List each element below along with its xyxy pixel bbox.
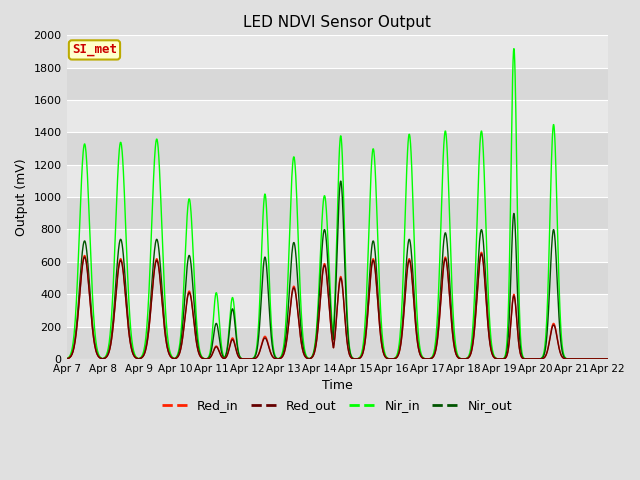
Nir_out — [525, 356, 532, 362]
Red_in — [604, 356, 612, 362]
Bar — [67, 132, 608, 165]
Line: Red_out: Red_out — [67, 254, 608, 359]
Red_in — [525, 356, 532, 362]
Red_in — [456, 356, 463, 361]
Red_in — [320, 263, 328, 268]
Red_out — [320, 264, 328, 270]
Title: LED NDVI Sensor Output: LED NDVI Sensor Output — [243, 15, 431, 30]
Bar — [67, 165, 608, 197]
Bar — [67, 294, 608, 326]
Bar — [67, 229, 608, 262]
Nir_in — [561, 353, 568, 359]
Red_in — [561, 356, 568, 361]
Y-axis label: Output (mV): Output (mV) — [15, 158, 28, 236]
Nir_out — [320, 229, 328, 235]
Red_in — [290, 283, 298, 289]
Red_out — [456, 356, 463, 361]
Bar — [67, 100, 608, 132]
Line: Nir_out: Nir_out — [67, 181, 608, 359]
Red_out — [63, 356, 70, 361]
Nir_out — [294, 287, 302, 292]
Nir_in — [510, 46, 518, 51]
Red_out — [477, 251, 485, 257]
Red_out — [294, 313, 302, 319]
Nir_in — [604, 356, 612, 362]
Nir_out — [63, 356, 70, 361]
Red_out — [525, 356, 532, 362]
Red_in — [477, 250, 485, 255]
Red_in — [588, 356, 595, 362]
Bar — [67, 68, 608, 100]
Nir_out — [456, 356, 463, 361]
Nir_in — [320, 196, 328, 202]
Nir_in — [588, 356, 595, 362]
Nir_out — [337, 178, 344, 184]
Red_out — [290, 285, 298, 291]
Nir_in — [63, 356, 70, 361]
Red_out — [604, 356, 612, 362]
Bar — [67, 197, 608, 229]
Bar — [67, 262, 608, 294]
Nir_in — [290, 154, 298, 160]
Red_out — [588, 356, 595, 362]
Nir_out — [561, 355, 568, 360]
Nir_in — [294, 235, 302, 241]
Bar — [67, 326, 608, 359]
Line: Red_in: Red_in — [67, 252, 608, 359]
Red_out — [561, 356, 568, 361]
Nir_out — [290, 240, 298, 245]
Nir_out — [604, 356, 612, 362]
Nir_in — [525, 356, 532, 362]
Text: SI_met: SI_met — [72, 43, 117, 57]
Nir_in — [456, 355, 463, 361]
Nir_out — [588, 356, 595, 362]
X-axis label: Time: Time — [322, 379, 353, 392]
Red_in — [294, 312, 302, 318]
Red_in — [63, 356, 70, 361]
Line: Nir_in: Nir_in — [67, 48, 608, 359]
Legend: Red_in, Red_out, Nir_in, Nir_out: Red_in, Red_out, Nir_in, Nir_out — [157, 395, 517, 418]
Bar — [67, 36, 608, 68]
